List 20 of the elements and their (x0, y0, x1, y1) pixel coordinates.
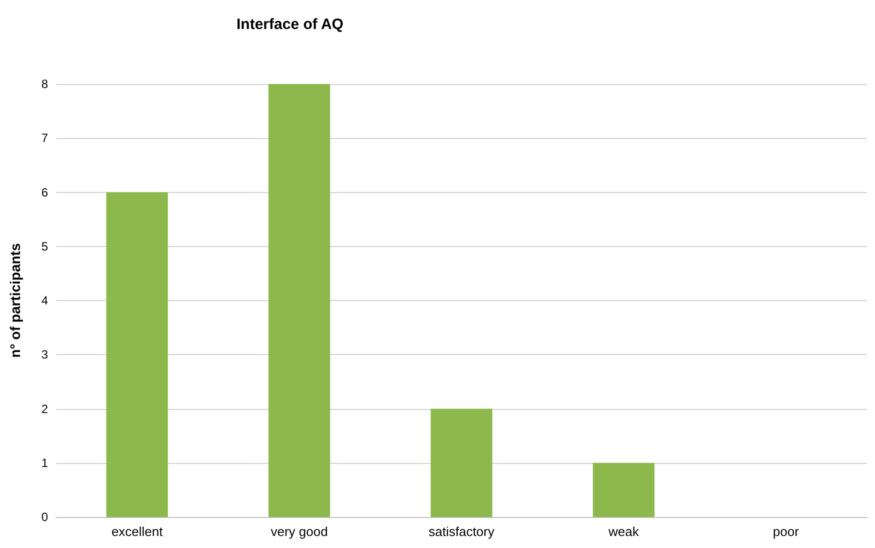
y-tick-label: 1 (41, 456, 48, 470)
bar (106, 192, 168, 517)
x-tick-label: poor (772, 524, 800, 539)
x-tick-label: satisfactory (428, 524, 495, 539)
bar (268, 84, 330, 517)
y-axis-title: n° of participants (7, 243, 23, 358)
x-tick-label: excellent (111, 524, 164, 539)
y-tick-label: 2 (41, 402, 48, 416)
y-tick-label: 7 (41, 131, 48, 146)
x-tick-label: very good (270, 524, 328, 539)
y-tick-label: 3 (41, 348, 48, 362)
y-tick-label: 6 (41, 185, 48, 200)
chart-title: Interface of AQ (236, 16, 344, 33)
y-tick-label: 4 (41, 294, 48, 308)
bar (430, 408, 492, 517)
bar (592, 462, 655, 517)
y-tick-label: 8 (41, 77, 48, 91)
y-tick-label: 5 (41, 239, 48, 254)
y-tick-label: 0 (41, 510, 48, 524)
x-tick-label: weak (608, 524, 640, 539)
